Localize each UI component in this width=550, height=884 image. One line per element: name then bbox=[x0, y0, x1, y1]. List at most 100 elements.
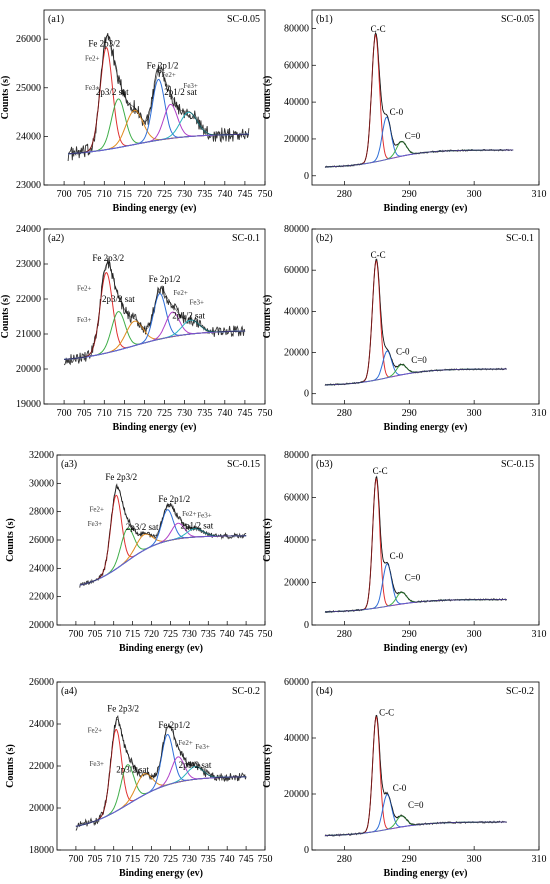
x-tick-label: 735 bbox=[201, 629, 216, 640]
y-tick-label: 60000 bbox=[284, 60, 309, 71]
x-tick-label: 710 bbox=[97, 408, 112, 419]
y-tick-label: 0 bbox=[304, 171, 309, 182]
sample-label: SC-0.15 bbox=[501, 459, 534, 470]
sample-label: SC-0.2 bbox=[232, 686, 260, 697]
y-tick-label: 20000 bbox=[29, 620, 54, 631]
x-tick-label: 745 bbox=[239, 629, 254, 640]
peak-annotation: C-C bbox=[371, 250, 386, 260]
series-peak-fit bbox=[325, 477, 507, 613]
x-tick-label: 300 bbox=[467, 629, 482, 640]
series-envelope bbox=[79, 486, 247, 586]
x-tick-label: 725 bbox=[157, 408, 172, 419]
x-tick-label: 300 bbox=[467, 408, 482, 419]
y-tick-label: 22000 bbox=[16, 294, 41, 305]
series-envelope bbox=[68, 34, 249, 155]
plot-frame bbox=[311, 228, 540, 405]
x-tick-label: 310 bbox=[532, 408, 547, 419]
peak-annotation: 2p1/2 sat bbox=[172, 310, 205, 320]
plot-area bbox=[67, 32, 250, 162]
peak-annotation: C=0 bbox=[405, 131, 421, 141]
plot-area bbox=[324, 475, 507, 614]
x-tick-label: 735 bbox=[201, 854, 216, 865]
x-tick-label: 725 bbox=[157, 189, 172, 200]
x-axis-title: Binding energy (ev) bbox=[119, 643, 203, 654]
y-tick-label: 60000 bbox=[284, 677, 309, 688]
x-tick-label: 300 bbox=[467, 854, 482, 865]
x-tick-label: 705 bbox=[77, 408, 92, 419]
x-tick-label: 700 bbox=[68, 854, 83, 865]
y-tick-label: 32000 bbox=[29, 450, 54, 461]
plot-frame bbox=[43, 9, 266, 186]
x-tick-label: 310 bbox=[532, 189, 547, 200]
y-tick-label: 40000 bbox=[284, 97, 309, 108]
peak-annotation: C-0 bbox=[393, 783, 407, 793]
x-tick-label: 725 bbox=[163, 629, 178, 640]
panel-label: (b4) bbox=[316, 686, 333, 697]
y-tick-label: 40000 bbox=[284, 733, 309, 744]
series-raw-data bbox=[324, 475, 507, 614]
panel-b2: 280 290 300 310 0 20000 40000 60000 80000 Binding… bbox=[262, 224, 547, 433]
y-tick-label: 20000 bbox=[29, 803, 54, 814]
y-tick-label: 40000 bbox=[284, 535, 309, 546]
y-tick-label: 60000 bbox=[284, 265, 309, 276]
x-tick-label: 700 bbox=[68, 629, 83, 640]
series-peak-fit bbox=[325, 116, 514, 168]
plot-frame bbox=[56, 681, 266, 851]
y-tick-label: 22000 bbox=[29, 761, 54, 772]
x-tick-label: 290 bbox=[402, 854, 417, 865]
series-raw-data bbox=[324, 258, 507, 387]
y-tick-label: 80000 bbox=[284, 450, 309, 461]
peak-annotation: Fe3+ bbox=[88, 520, 103, 528]
y-tick-label: 26000 bbox=[29, 535, 54, 546]
y-tick-label: 60000 bbox=[284, 493, 309, 504]
x-tick-label: 750 bbox=[258, 854, 273, 865]
panel-a4: 700 705 710 715 720 725 730 735 740 745 750 18000 20… bbox=[5, 677, 273, 879]
y-tick-label: 20000 bbox=[284, 789, 309, 800]
peak-annotation: C=0 bbox=[411, 355, 427, 365]
peak-annotation: Fe 2p1/2 bbox=[147, 60, 179, 70]
peak-annotation: C-C bbox=[379, 708, 394, 718]
plot-frame bbox=[56, 454, 266, 626]
series-peak-fit bbox=[325, 563, 507, 613]
y-tick-label: 24000 bbox=[16, 224, 41, 235]
x-tick-label: 705 bbox=[87, 629, 102, 640]
series-peak-fit bbox=[325, 33, 514, 168]
x-axis-title: Binding energy (ev) bbox=[384, 868, 468, 879]
y-tick-label: 21000 bbox=[16, 329, 41, 340]
x-tick-label: 290 bbox=[402, 408, 417, 419]
panel-b1: 280 290 300 310 0 20000 40000 60000 80000 Binding… bbox=[262, 9, 547, 214]
plot-area bbox=[75, 715, 247, 831]
series-peak-fit bbox=[325, 260, 507, 386]
x-tick-label: 715 bbox=[117, 189, 132, 200]
x-tick-label: 735 bbox=[197, 408, 212, 419]
x-tick-label: 715 bbox=[125, 629, 140, 640]
sample-label: SC-0.2 bbox=[506, 686, 534, 697]
series-envelope bbox=[325, 715, 507, 836]
peak-annotation: Fe 2p3/2 bbox=[88, 38, 120, 48]
y-tick-label: 0 bbox=[304, 845, 309, 856]
y-tick-label: 80000 bbox=[284, 23, 309, 34]
y-tick-label: 18000 bbox=[29, 845, 54, 856]
x-tick-label: 740 bbox=[217, 189, 232, 200]
peak-annotation: Fe3+ bbox=[197, 511, 212, 519]
x-tick-label: 740 bbox=[220, 629, 235, 640]
peak-annotation: 2p1/2 sat bbox=[181, 521, 214, 531]
peak-annotation: Fe3+ bbox=[183, 82, 198, 90]
peak-annotation: Fe2+ bbox=[182, 510, 197, 518]
x-tick-label: 740 bbox=[217, 408, 232, 419]
x-tick-label: 300 bbox=[467, 189, 482, 200]
x-tick-label: 750 bbox=[258, 189, 273, 200]
y-axis-title: Counts (s) bbox=[0, 295, 11, 339]
x-tick-label: 310 bbox=[532, 629, 547, 640]
x-axis-title: Binding energy (ev) bbox=[119, 868, 203, 879]
y-axis-title: Counts (s) bbox=[262, 76, 273, 120]
x-tick-label: 720 bbox=[137, 408, 152, 419]
peak-annotation: C-0 bbox=[390, 107, 404, 117]
series-background bbox=[325, 821, 507, 836]
series-peak-fit bbox=[325, 363, 507, 386]
x-tick-label: 705 bbox=[87, 854, 102, 865]
series-peak-fit bbox=[79, 509, 247, 586]
panel-label: (b1) bbox=[316, 14, 333, 25]
panel-label: (b2) bbox=[316, 233, 333, 244]
x-tick-label: 715 bbox=[117, 408, 132, 419]
